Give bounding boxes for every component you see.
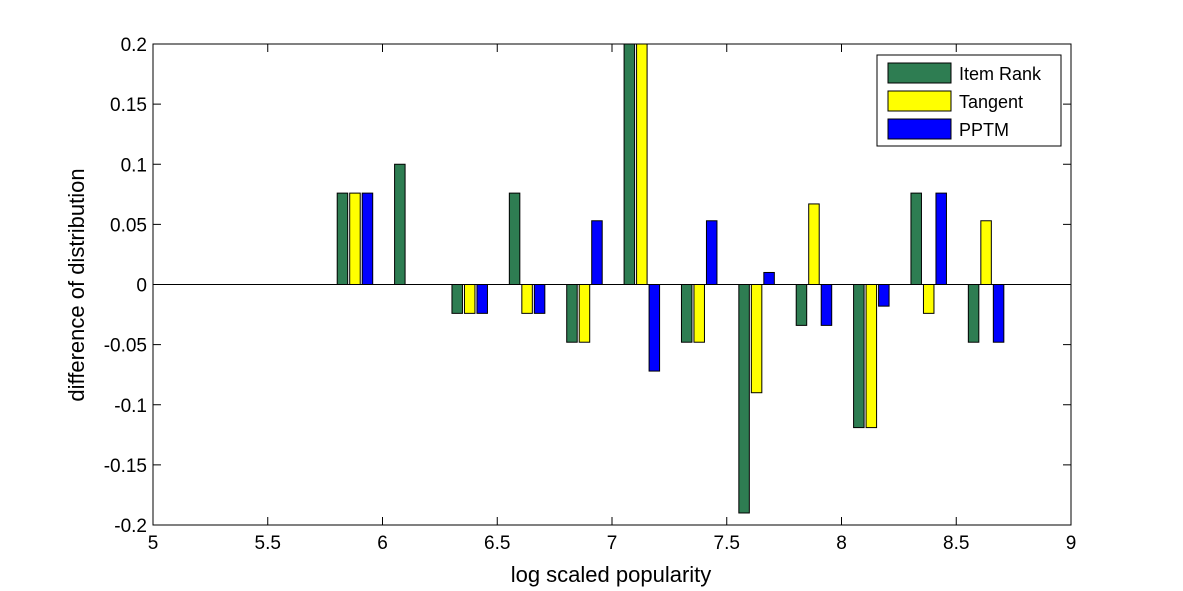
y-tick-label: -0.05 [104,336,147,357]
bar [808,203,820,285]
legend: Item Rank Tangent PPTM [876,54,1062,147]
legend-label: Item Rank [959,64,1042,84]
x-tick-label: 6.5 [484,533,510,554]
x-tick-label: 7 [607,533,618,554]
bar [521,284,533,314]
bar [992,284,1005,343]
x-tick-label: 7.5 [714,533,740,554]
legend-label: PPTM [959,120,1009,140]
x-axis: 5 5.5 6 6.5 7 7.5 8 8.5 9 [148,44,1077,554]
bar [476,284,488,314]
x-tick-label: 8.5 [943,533,969,554]
y-tick-label: 0.05 [110,215,147,236]
y-tick-label: 0 [136,276,147,297]
y-tick-label: -0.15 [104,456,147,477]
y-tick-label: -0.2 [114,516,147,537]
y-axis: -0.2 -0.15 -0.1 -0.05 0 0.05 0.1 0.15 0.2 [104,35,1071,537]
bar [508,192,521,285]
bar [693,284,705,343]
x-axis-label: log scaled popularity [511,562,712,587]
bar [922,284,935,314]
y-axis-label: difference of distribution [64,168,89,401]
bar [463,284,476,314]
bar [533,284,546,314]
legend-label: Tangent [959,92,1023,112]
x-tick-label: 6 [377,533,388,554]
bar [795,284,808,326]
bar [865,284,878,429]
bar [820,284,833,326]
bar [750,284,763,394]
bar [910,192,922,285]
bar [980,220,992,285]
bar [763,271,775,286]
bar [591,220,603,285]
y-tick-label: 0.2 [121,35,147,56]
bar [680,284,693,343]
bar [451,284,463,314]
bar [361,192,374,285]
legend-swatch [887,118,952,140]
bar [349,192,361,285]
y-tick-label: 0.1 [121,155,147,176]
legend-swatch [887,62,952,84]
legend-swatch [887,90,952,112]
bar [636,43,648,285]
bar [738,284,750,514]
bar [394,163,406,285]
bar [705,220,718,285]
bar [623,43,636,285]
y-tick-label: -0.1 [114,396,147,417]
bar [578,284,591,343]
x-tick-label: 9 [1066,533,1077,554]
bar [648,284,661,372]
bar [566,284,578,343]
bar [935,192,947,285]
x-tick-label: 8 [836,533,847,554]
bar [878,284,890,307]
x-tick-label: 5 [148,533,159,554]
x-tick-label: 5.5 [255,533,281,554]
y-tick-label: 0.15 [110,95,147,116]
bar [336,192,349,285]
bar [853,284,865,429]
bar [967,284,980,343]
bars-layer [336,43,1005,514]
